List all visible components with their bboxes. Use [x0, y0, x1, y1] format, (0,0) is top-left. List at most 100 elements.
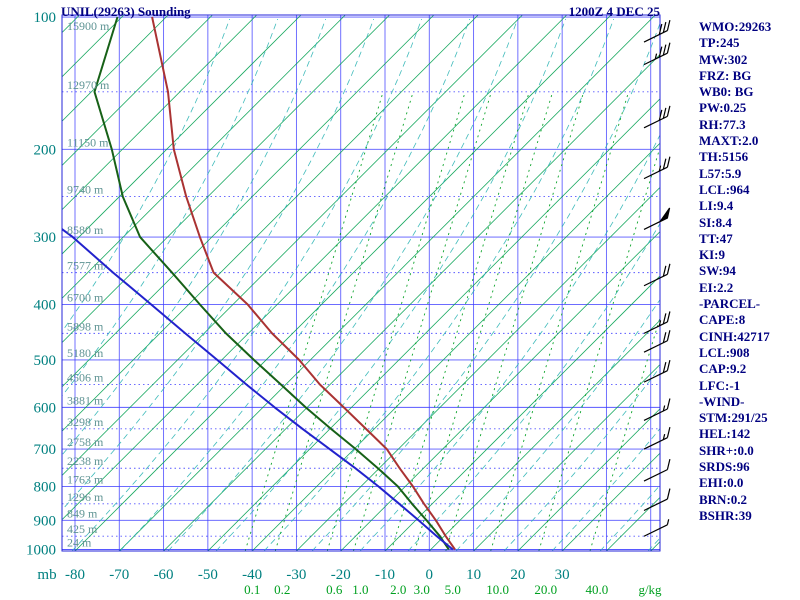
svg-text:5.0: 5.0 — [445, 582, 461, 597]
svg-text:700: 700 — [34, 442, 57, 458]
stat-line: PW:0.25 — [699, 100, 747, 116]
svg-text:-10: -10 — [375, 567, 395, 583]
mixing-ratio-lines — [244, 94, 660, 551]
svg-text:10.0: 10.0 — [486, 582, 509, 597]
svg-text:400: 400 — [34, 297, 57, 313]
svg-text:600: 600 — [34, 400, 57, 416]
svg-text:2758 m: 2758 m — [67, 435, 104, 449]
stat-line: STM:291/25 — [699, 410, 768, 426]
height-labels: 15900 m 12970 m 11150 m 9740 m 8580 m 7577 m 6… — [67, 19, 110, 549]
svg-text:-50: -50 — [198, 567, 218, 583]
pressure-axis-labels: 100 200 300 400 500 600 700 800 900 1000 — [26, 10, 56, 558]
stat-line: EI:2.2 — [699, 279, 734, 295]
stat-line: EHI:0.0 — [699, 475, 744, 491]
svg-text:15900 m: 15900 m — [67, 19, 110, 33]
svg-text:500: 500 — [34, 353, 57, 369]
svg-text:mb: mb — [37, 567, 56, 583]
svg-text:-20: -20 — [331, 567, 351, 583]
stat-line: WMO:29263 — [699, 19, 772, 34]
svg-text:40.0: 40.0 — [586, 582, 609, 597]
svg-text:425 m: 425 m — [67, 522, 98, 536]
stat-line: BRN:0.2 — [699, 491, 748, 507]
svg-text:100: 100 — [34, 10, 57, 26]
stat-line: BSHR:39 — [699, 507, 752, 523]
stat-line: RH:77.3 — [699, 116, 746, 132]
svg-text:1296 m: 1296 m — [67, 490, 104, 504]
svg-text:300: 300 — [34, 230, 57, 246]
svg-text:1.0: 1.0 — [352, 582, 368, 597]
svg-text:g/kg: g/kg — [638, 582, 662, 597]
stat-line: TP:245 — [699, 35, 740, 51]
svg-text:3881 m: 3881 m — [67, 393, 104, 407]
svg-text:7577 m: 7577 m — [67, 259, 104, 273]
svg-text:3298 m: 3298 m — [67, 415, 104, 429]
chart-datetime: 1200Z 4 DEC 25 — [568, 4, 660, 19]
svg-text:200: 200 — [34, 142, 57, 158]
stat-line: SHR+:0.0 — [699, 442, 754, 458]
svg-text:24 m: 24 m — [67, 536, 92, 550]
svg-text:6700 m: 6700 m — [67, 290, 104, 304]
svg-text:900: 900 — [34, 513, 57, 529]
svg-text:12970 m: 12970 m — [67, 78, 110, 92]
svg-text:2.0: 2.0 — [390, 582, 406, 597]
stats-panel: WMO:29263 TP:245 MW:302 FRZ: BG WB0: BG PW:0.… — [699, 19, 799, 524]
svg-text:0.6: 0.6 — [326, 582, 343, 597]
svg-text:4506 m: 4506 m — [67, 370, 104, 384]
svg-text:-60: -60 — [154, 567, 174, 583]
plot-border — [61, 14, 661, 552]
stat-line: SI:8.4 — [699, 214, 732, 230]
svg-text:2238 m: 2238 m — [67, 454, 104, 468]
svg-text:-80: -80 — [65, 567, 85, 583]
svg-text:3.0: 3.0 — [414, 582, 430, 597]
stat-line: CINH:42717 — [699, 328, 770, 344]
svg-text:11150 m: 11150 m — [67, 135, 109, 149]
dry-adiabat-lines — [62, 15, 660, 551]
stat-line: TT:47 — [699, 230, 733, 246]
svg-text:5180 m: 5180 m — [67, 346, 104, 360]
svg-text:10: 10 — [466, 567, 481, 583]
svg-text:20: 20 — [510, 567, 525, 583]
stat-line: CAP:9.2 — [699, 361, 747, 377]
svg-text:849 m: 849 m — [67, 506, 98, 520]
stat-line: SW:94 — [699, 263, 736, 279]
svg-text:0.1: 0.1 — [244, 582, 260, 597]
svg-text:9740 m: 9740 m — [67, 183, 104, 197]
svg-text:800: 800 — [34, 479, 57, 495]
wind-barbs — [643, 19, 671, 537]
chart-title: UNIL(29263) Sounding — [61, 4, 191, 19]
stat-line: SRDS:96 — [699, 459, 750, 475]
stat-line: LCL:964 — [699, 181, 750, 197]
svg-text:-70: -70 — [109, 567, 129, 583]
mixing-ratio-labels: 0.1 0.2 0.6 1.0 2.0 3.0 5.0 10.0 20.0 40.0 g/kg — [244, 582, 662, 597]
svg-text:30: 30 — [555, 567, 570, 583]
temperature-trace — [151, 16, 456, 551]
stat-line: TH:5156 — [699, 149, 749, 165]
svg-text:20.0: 20.0 — [534, 582, 557, 597]
svg-text:0: 0 — [426, 567, 434, 583]
svg-text:1763 m: 1763 m — [67, 472, 104, 486]
svg-text:0.2: 0.2 — [274, 582, 290, 597]
stat-line: -PARCEL- — [699, 296, 761, 312]
stat-line: MW:302 — [699, 51, 748, 67]
stat-line: CAPE:8 — [699, 312, 746, 328]
stat-line: LI:9.4 — [699, 198, 734, 214]
svg-text:-40: -40 — [242, 567, 262, 583]
svg-text:1000: 1000 — [26, 543, 56, 559]
stat-line: LCL:908 — [699, 344, 750, 360]
svg-text:-30: -30 — [286, 567, 306, 583]
pressure-grid-lines — [62, 16, 660, 550]
stat-line: FRZ: BG — [699, 67, 752, 83]
stat-line: MAXT:2.0 — [699, 133, 759, 149]
svg-text:8580 m: 8580 m — [67, 223, 104, 237]
svg-text:5898 m: 5898 m — [67, 319, 104, 333]
stat-line: L57:5.9 — [699, 165, 742, 181]
stat-line: LFC:-1 — [699, 377, 741, 393]
stat-line: HEL:142 — [699, 426, 751, 442]
stat-line: KI:9 — [699, 247, 725, 263]
dewpoint-trace — [93, 16, 450, 551]
temperature-axis-labels: mb -80 -70 -60 -50 -40 -30 -20 -10 0 10 20 30 — [37, 567, 569, 583]
parcel-trace — [62, 227, 454, 551]
stat-line: -WIND- — [699, 393, 745, 409]
